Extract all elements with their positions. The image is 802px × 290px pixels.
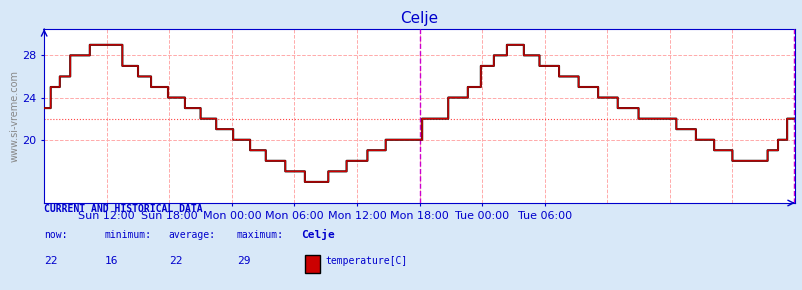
Text: CURRENT AND HISTORICAL DATA: CURRENT AND HISTORICAL DATA	[44, 204, 203, 214]
Text: Celje: Celje	[301, 229, 334, 240]
Text: 22: 22	[44, 256, 58, 266]
Text: now:: now:	[44, 230, 67, 240]
Text: 29: 29	[237, 256, 250, 266]
Text: 16: 16	[104, 256, 118, 266]
Title: Celje: Celje	[400, 11, 438, 26]
Text: 22: 22	[168, 256, 182, 266]
Text: maximum:: maximum:	[237, 230, 284, 240]
Text: minimum:: minimum:	[104, 230, 152, 240]
Text: average:: average:	[168, 230, 216, 240]
Text: temperature[C]: temperature[C]	[325, 256, 407, 266]
Y-axis label: www.si-vreme.com: www.si-vreme.com	[10, 70, 19, 162]
